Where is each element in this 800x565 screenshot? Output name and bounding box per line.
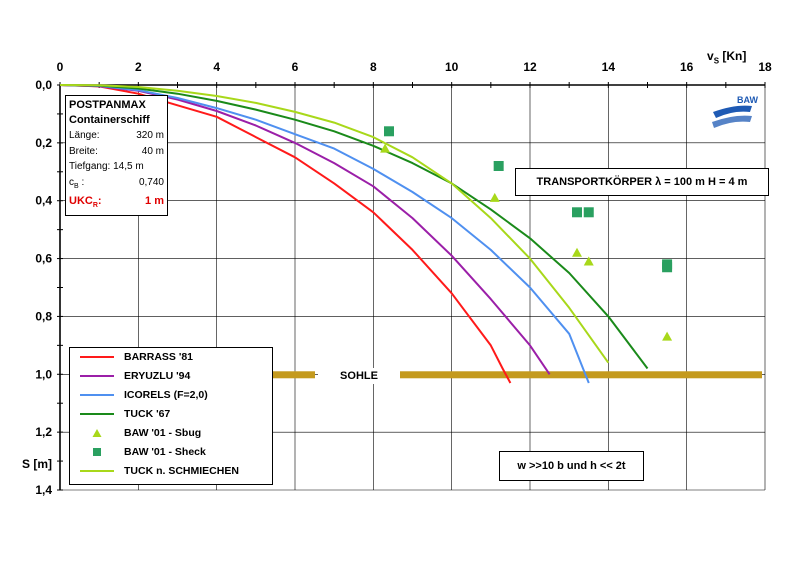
series-line xyxy=(59,84,610,364)
legend-label: ERYUZLU '94 xyxy=(124,370,191,382)
legend-label: TUCK '67 xyxy=(124,408,171,420)
x-tick-label: 2 xyxy=(135,60,142,74)
ship-draft-row: Tiefgang: 14,5 m xyxy=(69,159,164,175)
sohle-band xyxy=(272,371,762,379)
ship-length-row: Länge: 320 m xyxy=(69,128,164,144)
legend-triangle-icon xyxy=(70,428,124,438)
x-axis-label: vS [Kn] xyxy=(707,49,746,65)
y-tick-label: 1,4 xyxy=(35,483,52,497)
data-point-square xyxy=(583,207,594,218)
legend-item-sheck: BAW '01 - Sheck xyxy=(70,444,206,460)
ukc-main: UKC xyxy=(69,195,93,207)
ship-cb-row: cB : 0,740 xyxy=(69,175,164,195)
logo-text: BAW xyxy=(737,95,759,105)
sohle-label: SOHLE xyxy=(318,368,400,384)
sohle-band-left xyxy=(272,371,315,379)
legend-label: BAW '01 - Sbug xyxy=(124,427,202,439)
y-axis-label: S [m] xyxy=(22,457,52,471)
legend-line-icon xyxy=(70,469,124,473)
cb-tail: : xyxy=(78,176,85,188)
series-markers xyxy=(380,126,673,341)
y-tick-label: 0,0 xyxy=(35,78,52,92)
series-line xyxy=(59,84,649,370)
x-tick-label: 18 xyxy=(758,60,772,74)
condition-annotation: w >>10 b und h << 2t xyxy=(499,451,644,481)
legend-label: TUCK n. SCHMIECHEN xyxy=(124,465,239,477)
data-point-triangle xyxy=(572,247,582,257)
x-tick-label: 0 xyxy=(57,60,64,74)
ship-info-box: POSTPANMAX Containerschiff Länge: 320 m B… xyxy=(65,95,168,216)
ship-width-label: Breite: xyxy=(69,145,98,157)
y-tick-label: 1,2 xyxy=(35,425,52,439)
legend-item-sbug: BAW '01 - Sbug xyxy=(70,425,201,441)
ship-cb-value: 0,740 xyxy=(138,176,164,188)
ship-draft-label: Tiefgang: 14,5 m xyxy=(69,161,144,172)
ukc-value: 1 m xyxy=(145,195,164,207)
ship-width-row: Breite: 40 m xyxy=(69,144,164,160)
x-tick-label: 10 xyxy=(445,60,459,74)
legend-label: ICORELS (F=2,0) xyxy=(124,389,208,401)
data-point-triangle xyxy=(380,143,391,153)
legend-item-tuck: TUCK '67 xyxy=(70,406,170,422)
legend-line-icon xyxy=(70,355,124,359)
legend-square-icon xyxy=(70,447,124,457)
ship-length-value: 320 m xyxy=(136,130,164,141)
tick-labels: 0 2 4 6 8 10 12 14 16 18 0,0 0,2 0,4 0,6 0,8 1,0 1,2 1,4 xyxy=(35,60,772,497)
ship-cb-label: cB : xyxy=(69,175,84,195)
y-tick-label: 0,4 xyxy=(35,194,52,208)
x-axis-label-main: v xyxy=(707,49,714,63)
x-tick-label: 4 xyxy=(213,60,220,74)
x-axis-label-unit: [Kn] xyxy=(722,49,747,63)
legend-label: BAW '01 - Sheck xyxy=(124,446,206,458)
ship-length-label: Länge: xyxy=(69,130,100,141)
legend-item-eryuzlu: ERYUZLU '94 xyxy=(70,368,190,384)
y-tick-label: 1,0 xyxy=(35,367,52,381)
x-tick-label: 14 xyxy=(602,60,616,74)
ship-class: POSTPANMAX xyxy=(69,99,146,111)
data-point-triangle xyxy=(489,192,500,202)
ship-type: Containerschiff xyxy=(69,114,150,126)
sohle-band-right xyxy=(400,371,762,379)
logo-wave-1 xyxy=(713,105,752,118)
x-axis-label-sub: S xyxy=(713,56,720,66)
legend: BARRASS '81 ERYUZLU '94 ICORELS (F=2,0) … xyxy=(69,347,273,485)
y-tick-label: 0,2 xyxy=(35,136,52,150)
x-tick-label: 12 xyxy=(523,60,537,74)
x-tick-label: 8 xyxy=(370,60,377,74)
data-point-square xyxy=(384,126,394,137)
ukc-sub: R xyxy=(92,202,98,210)
logo-wave-2 xyxy=(712,115,752,128)
cb-sub: B xyxy=(74,182,79,190)
data-point-square xyxy=(493,161,504,171)
legend-item-icorels: ICORELS (F=2,0) xyxy=(70,387,208,403)
transport-annotation: TRANSPORTKÖRPER λ = 100 m H = 4 m xyxy=(515,168,769,196)
series-line xyxy=(59,84,590,384)
data-point-square xyxy=(662,262,673,273)
legend-line-icon xyxy=(70,374,124,378)
ukc-row: UKCR: 1 m xyxy=(69,194,164,214)
cb-main: c xyxy=(69,176,74,188)
legend-item-schmiechen: TUCK n. SCHMIECHEN xyxy=(70,463,239,479)
legend-item-barrass: BARRASS '81 xyxy=(70,349,193,365)
x-tick-label: 6 xyxy=(292,60,299,74)
legend-line-icon xyxy=(70,393,124,397)
baw-logo: BAW xyxy=(712,95,759,128)
data-point-square xyxy=(572,207,582,218)
legend-line-icon xyxy=(70,412,124,416)
y-tick-label: 0,6 xyxy=(35,252,52,266)
data-point-triangle xyxy=(583,256,594,266)
y-tick-label: 0,8 xyxy=(35,309,52,323)
ship-width-value: 40 m xyxy=(141,145,164,157)
ukc-tail: : xyxy=(97,195,102,207)
data-point-triangle xyxy=(662,331,673,341)
legend-label: BARRASS '81 xyxy=(124,351,194,363)
ukc-label: UKCR: xyxy=(69,194,102,214)
x-tick-label: 16 xyxy=(680,60,694,74)
